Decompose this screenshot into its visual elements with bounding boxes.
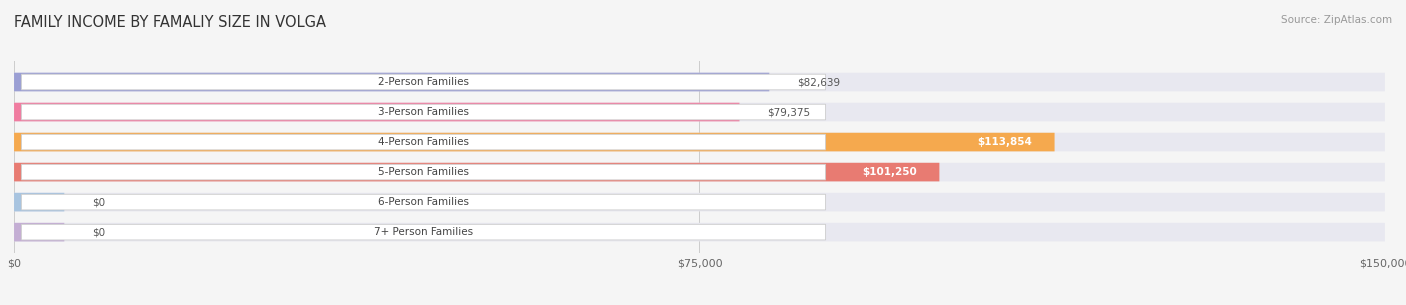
Text: $79,375: $79,375: [766, 107, 810, 117]
FancyBboxPatch shape: [21, 134, 825, 150]
Text: 5-Person Families: 5-Person Families: [378, 167, 470, 177]
FancyBboxPatch shape: [21, 164, 825, 180]
FancyBboxPatch shape: [14, 73, 769, 91]
Text: Source: ZipAtlas.com: Source: ZipAtlas.com: [1281, 15, 1392, 25]
Text: 6-Person Families: 6-Person Families: [378, 197, 470, 207]
FancyBboxPatch shape: [21, 224, 825, 240]
FancyBboxPatch shape: [14, 133, 1385, 151]
Text: $0: $0: [91, 227, 105, 237]
Text: $113,854: $113,854: [977, 137, 1032, 147]
FancyBboxPatch shape: [14, 193, 1385, 211]
FancyBboxPatch shape: [14, 73, 1385, 91]
Text: $0: $0: [91, 197, 105, 207]
Text: FAMILY INCOME BY FAMALIY SIZE IN VOLGA: FAMILY INCOME BY FAMALIY SIZE IN VOLGA: [14, 15, 326, 30]
FancyBboxPatch shape: [14, 103, 740, 121]
FancyBboxPatch shape: [14, 223, 65, 242]
FancyBboxPatch shape: [14, 133, 1054, 151]
FancyBboxPatch shape: [14, 163, 939, 181]
FancyBboxPatch shape: [21, 104, 825, 120]
FancyBboxPatch shape: [21, 74, 825, 90]
Text: $101,250: $101,250: [862, 167, 917, 177]
FancyBboxPatch shape: [14, 103, 1385, 121]
Text: 3-Person Families: 3-Person Families: [378, 107, 470, 117]
Text: $82,639: $82,639: [797, 77, 839, 87]
FancyBboxPatch shape: [14, 223, 1385, 242]
FancyBboxPatch shape: [21, 194, 825, 210]
FancyBboxPatch shape: [14, 193, 65, 211]
Text: 2-Person Families: 2-Person Families: [378, 77, 470, 87]
Text: 7+ Person Families: 7+ Person Families: [374, 227, 472, 237]
Text: 4-Person Families: 4-Person Families: [378, 137, 470, 147]
FancyBboxPatch shape: [14, 163, 1385, 181]
